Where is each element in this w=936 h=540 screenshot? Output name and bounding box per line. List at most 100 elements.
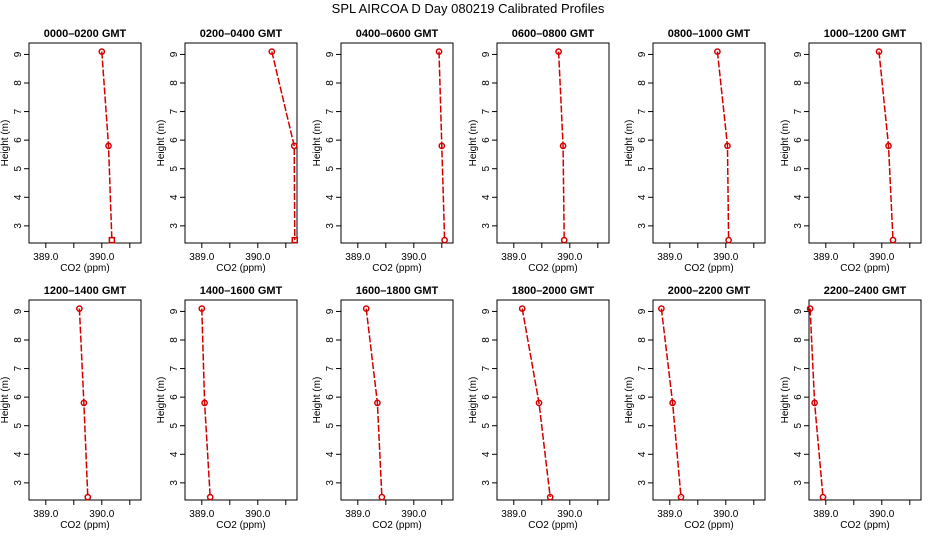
profile-line xyxy=(809,308,824,498)
panel-title: 0200–0400 GMT xyxy=(200,28,283,40)
y-tick-label: 9 xyxy=(637,51,648,57)
y-tick-label: 5 xyxy=(169,165,180,171)
y-tick-label: 3 xyxy=(325,480,336,486)
y-tick-label: 7 xyxy=(481,365,492,371)
y-tick-label: 7 xyxy=(325,365,336,371)
data-point xyxy=(714,48,721,55)
y-tick-label: 7 xyxy=(169,108,180,114)
y-axis-label: Height (m) xyxy=(468,377,479,424)
y-tick-label: 3 xyxy=(637,480,648,486)
x-tick-label: 390.0 xyxy=(557,509,582,520)
data-point xyxy=(885,142,892,150)
plot-frame xyxy=(808,42,922,244)
y-tick-label: 5 xyxy=(637,165,648,171)
y-tick-label: 3 xyxy=(13,480,24,486)
data-point xyxy=(291,236,299,244)
data-point xyxy=(105,142,112,150)
y-axis-label: Height (m) xyxy=(624,377,635,424)
y-tick-label: 4 xyxy=(169,451,180,457)
y-axis-label: Height (m) xyxy=(780,120,791,167)
data-point xyxy=(875,48,883,55)
x-axis-label: CO2 (ppm) xyxy=(684,263,733,274)
x-tick-label: 389.0 xyxy=(33,252,58,263)
x-tick-label: 390.0 xyxy=(713,509,738,520)
data-point xyxy=(518,305,526,312)
y-tick-label: 5 xyxy=(325,165,336,171)
y-tick-label: 7 xyxy=(793,108,804,114)
plot-frame xyxy=(496,42,610,244)
y-tick-label: 4 xyxy=(325,451,336,457)
y-tick-label: 9 xyxy=(325,308,336,314)
data-point xyxy=(677,493,685,501)
x-tick-label: 390.0 xyxy=(401,252,426,263)
x-tick-label: 390.0 xyxy=(713,252,738,263)
y-tick-label: 5 xyxy=(13,165,24,171)
y-tick-label: 7 xyxy=(637,108,648,114)
x-axis-label: CO2 (ppm) xyxy=(372,263,421,274)
y-tick-label: 9 xyxy=(481,51,492,57)
profile-line xyxy=(716,51,730,241)
y-tick-label: 3 xyxy=(481,480,492,486)
y-tick-label: 7 xyxy=(481,108,492,114)
plot-frame xyxy=(496,299,610,501)
data-point xyxy=(889,236,897,244)
y-axis-label: Height (m) xyxy=(312,120,323,167)
x-axis-label: CO2 (ppm) xyxy=(216,263,265,274)
x-axis-label: CO2 (ppm) xyxy=(60,520,109,531)
y-axis-label: Height (m) xyxy=(0,120,11,167)
y-tick-label: 8 xyxy=(325,337,336,343)
y-tick-label: 4 xyxy=(325,194,336,200)
y-tick-label: 7 xyxy=(13,365,24,371)
y-tick-label: 4 xyxy=(793,194,804,200)
y-tick-label: 8 xyxy=(637,337,648,343)
plot-frame xyxy=(184,42,298,244)
data-point xyxy=(559,142,567,150)
data-point xyxy=(819,493,827,501)
y-tick-label: 8 xyxy=(793,80,804,86)
y-tick-label: 9 xyxy=(637,308,648,314)
y-tick-label: 8 xyxy=(13,337,24,343)
y-tick-label: 7 xyxy=(13,108,24,114)
y-tick-label: 9 xyxy=(169,308,180,314)
y-axis-label: Height (m) xyxy=(0,377,11,424)
data-point xyxy=(669,399,676,407)
panel-title: 0400–0600 GMT xyxy=(356,28,439,40)
data-point xyxy=(546,493,554,501)
y-tick-label: 4 xyxy=(481,194,492,200)
data-point xyxy=(98,48,106,55)
x-tick-label: 390.0 xyxy=(401,509,426,520)
plot-frame xyxy=(340,42,454,244)
x-axis-label: CO2 (ppm) xyxy=(528,263,577,274)
plot-frame xyxy=(652,299,766,501)
y-axis-label: Height (m) xyxy=(624,120,635,167)
y-axis-label: Height (m) xyxy=(156,377,167,424)
y-tick-label: 4 xyxy=(637,451,648,457)
plot-frame xyxy=(184,299,298,501)
y-tick-label: 6 xyxy=(481,137,492,143)
y-tick-label: 3 xyxy=(793,480,804,486)
x-tick-label: 389.0 xyxy=(33,509,58,520)
y-axis-label: Height (m) xyxy=(156,120,167,167)
y-tick-label: 3 xyxy=(169,480,180,486)
y-tick-label: 9 xyxy=(793,51,804,57)
x-axis-label: CO2 (ppm) xyxy=(60,263,109,274)
x-tick-label: 389.0 xyxy=(345,252,370,263)
data-point xyxy=(438,142,446,150)
plot-frame xyxy=(28,299,142,501)
data-point xyxy=(76,305,83,312)
panel-title: 0000–0200 GMT xyxy=(44,28,127,40)
y-tick-label: 7 xyxy=(169,365,180,371)
data-point xyxy=(201,399,208,407)
y-tick-label: 8 xyxy=(481,337,492,343)
x-axis-label: CO2 (ppm) xyxy=(840,520,889,531)
plot-frame xyxy=(652,42,766,244)
y-tick-label: 8 xyxy=(169,80,180,86)
profile-line xyxy=(201,308,211,498)
y-tick-label: 9 xyxy=(793,308,804,314)
data-point xyxy=(84,493,92,501)
profile-line xyxy=(271,51,296,241)
x-tick-label: 389.0 xyxy=(345,509,370,520)
y-tick-label: 5 xyxy=(13,422,24,428)
y-tick-label: 6 xyxy=(481,394,492,400)
y-tick-label: 5 xyxy=(325,422,336,428)
